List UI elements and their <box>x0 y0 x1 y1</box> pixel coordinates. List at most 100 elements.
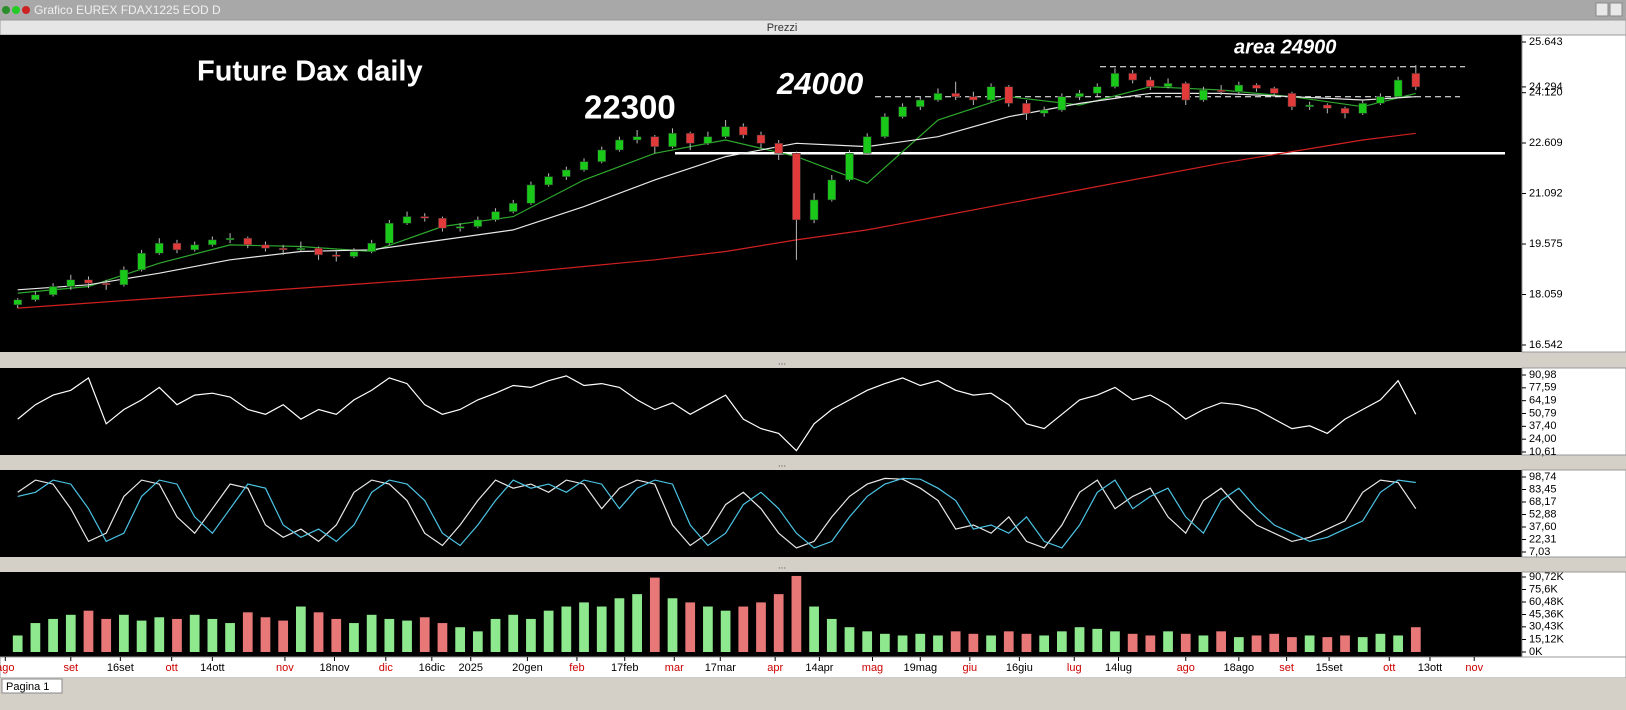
x-tick-label: 14lug <box>1105 662 1132 674</box>
minimize-button[interactable] <box>1595 2 1609 17</box>
volume-bar <box>1039 635 1050 652</box>
candle-body <box>597 149 606 162</box>
candle-body <box>1163 83 1173 87</box>
volume-bar <box>1163 631 1173 652</box>
candle-body <box>1199 89 1208 101</box>
y-tick-label: 16.542 <box>1529 339 1563 351</box>
candle-body <box>172 242 182 251</box>
candle-body <box>84 279 93 284</box>
x-tick-label: mag <box>862 662 883 674</box>
volume-bar <box>632 594 642 652</box>
tab-bar <box>0 678 1626 710</box>
x-tick-label: ago <box>0 662 14 674</box>
volume-bar <box>880 633 890 652</box>
volume-bar <box>83 610 94 652</box>
window-title: Grafico EUREX FDAX1225 EOD D <box>34 3 221 17</box>
candle-body <box>668 133 677 147</box>
y-tick-label: 90,72K <box>1529 571 1565 583</box>
candle-body <box>1270 88 1279 94</box>
candle-body <box>1358 103 1367 114</box>
candle-body <box>739 126 748 136</box>
candle-body <box>650 136 660 147</box>
candle-body <box>562 169 571 177</box>
candle-body <box>916 99 925 107</box>
y-tick-label: 50,79 <box>1529 407 1557 419</box>
separator-grip[interactable]: ... <box>778 357 786 368</box>
candle-body <box>862 136 872 154</box>
volume-bar <box>933 635 943 652</box>
volume-bar <box>172 618 182 652</box>
candle-body <box>1128 73 1137 81</box>
y-tick-label: 18.059 <box>1529 288 1563 300</box>
volume-bar <box>773 594 784 652</box>
line <box>17 477 1417 549</box>
candle-body <box>1376 96 1385 104</box>
y-tick-label: 0K <box>1529 646 1543 658</box>
volume-bar <box>490 618 501 652</box>
volume-bar <box>561 606 572 652</box>
volume-bar <box>437 623 448 652</box>
volume-bar <box>225 623 235 652</box>
candle-body <box>243 237 252 246</box>
candle-body <box>296 247 306 251</box>
candle-body <box>225 237 235 241</box>
y-tick-label: 21.092 <box>1529 187 1563 199</box>
candle-body <box>1004 86 1013 104</box>
volume-bar <box>349 623 359 652</box>
y-tick-label: 37,60 <box>1529 521 1557 533</box>
volume-bar <box>703 606 713 652</box>
status-dot <box>2 6 10 14</box>
volume-bar <box>844 627 855 652</box>
volume-bar <box>720 610 731 652</box>
volume-bar <box>1340 635 1350 652</box>
candle-body <box>332 254 341 257</box>
candle-body <box>1075 93 1084 97</box>
candle-body <box>1093 86 1102 94</box>
separator-grip[interactable]: ... <box>778 459 786 470</box>
candle-body <box>402 216 412 224</box>
line <box>17 477 1416 549</box>
volume-bar <box>1127 633 1138 652</box>
candle-body <box>774 143 783 154</box>
volume-bar <box>1393 635 1403 652</box>
maximize-button[interactable] <box>1609 2 1623 17</box>
candle-body <box>349 251 359 257</box>
volume-bar <box>1180 633 1191 652</box>
candle-body <box>579 161 589 171</box>
candle-body <box>1323 104 1332 109</box>
candle-body <box>827 179 837 201</box>
page-tab[interactable] <box>1 678 63 694</box>
candle-body <box>1411 73 1421 88</box>
separator-grip[interactable]: ... <box>778 561 786 572</box>
x-tick-label: apr <box>767 662 783 674</box>
volume-bar <box>48 618 58 652</box>
stochastic-axis <box>1521 469 1626 558</box>
volume-bar <box>791 575 802 652</box>
volume-bar <box>384 618 395 652</box>
candle-body <box>1287 93 1297 107</box>
volume-bar <box>950 631 961 652</box>
volume-bar <box>1304 635 1315 652</box>
candle-body <box>1110 73 1120 87</box>
candle-body <box>438 217 447 229</box>
volume-bar <box>455 627 466 652</box>
line <box>17 92 1416 291</box>
candle-body <box>1305 104 1314 107</box>
line <box>17 375 1417 452</box>
volume-bar <box>207 618 218 652</box>
volume-bar <box>242 612 253 652</box>
x-tick-label: ago <box>1177 662 1195 674</box>
candle-body <box>845 153 854 181</box>
volume-bar <box>526 618 536 652</box>
volume-bar <box>1269 633 1280 652</box>
candle-body <box>632 136 642 141</box>
y-tick-label: 10,61 <box>1529 446 1557 458</box>
x-tick-label: dic <box>379 662 394 674</box>
volume-bar <box>1375 633 1386 652</box>
candle-body <box>261 244 270 249</box>
y-tick-label: 7,03 <box>1529 546 1550 558</box>
volume-bar <box>614 598 625 652</box>
volume-bar <box>1110 631 1120 652</box>
candle-body <box>101 282 111 286</box>
candle-body <box>1393 79 1403 97</box>
